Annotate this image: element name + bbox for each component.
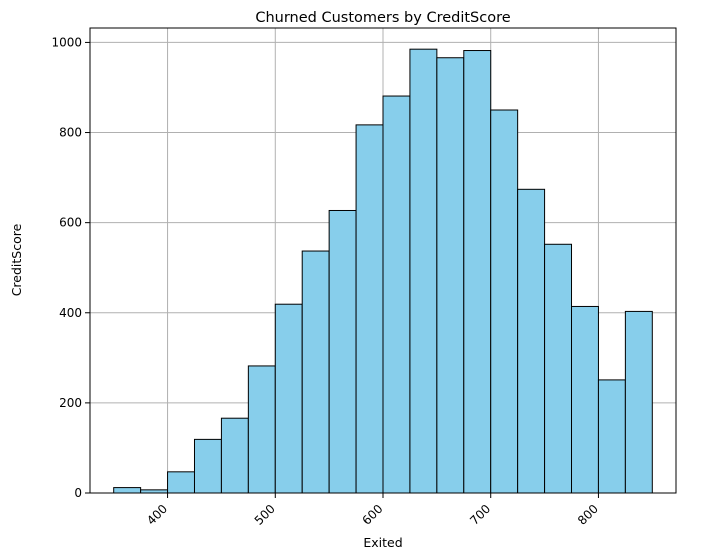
histogram-bar xyxy=(193,438,222,494)
histogram-bar xyxy=(436,57,465,494)
histogram-bar xyxy=(624,310,653,494)
y-axis-label: CreditScore xyxy=(9,223,24,296)
histogram-bars xyxy=(113,48,653,494)
histogram-bar xyxy=(113,487,142,494)
histogram-bar xyxy=(571,305,599,494)
chart-title: Churned Customers by CreditScore xyxy=(255,10,510,26)
histogram-bar xyxy=(409,48,438,494)
y-tick-label: 0 xyxy=(74,486,82,500)
y-tick-label: 200 xyxy=(59,396,82,410)
y-tick-label: 1000 xyxy=(51,35,82,49)
histogram-bar xyxy=(328,209,357,494)
x-tick-label: 400 xyxy=(144,502,170,528)
histogram-bar xyxy=(490,109,519,494)
histogram-bar xyxy=(274,303,303,494)
histogram-bar xyxy=(167,471,195,494)
histogram-bar xyxy=(517,188,546,494)
histogram-bar xyxy=(355,124,384,494)
y-tick-label: 800 xyxy=(59,126,82,140)
histogram-bar xyxy=(220,417,249,494)
x-tick-label: 500 xyxy=(252,502,278,528)
histogram-bar xyxy=(247,365,276,494)
y-tick-label: 600 xyxy=(59,216,82,230)
histogram-bar xyxy=(382,95,411,494)
histogram-bar xyxy=(544,243,573,494)
histogram-bar xyxy=(597,379,626,494)
histogram-bar xyxy=(463,50,492,494)
x-tick-label: 700 xyxy=(467,502,493,528)
x-tick-label: 600 xyxy=(359,502,385,528)
x-axis-label: Exited xyxy=(363,535,402,550)
histogram-bar xyxy=(301,250,330,494)
y-tick-label: 400 xyxy=(59,306,82,320)
x-tick-label: 800 xyxy=(575,502,601,528)
